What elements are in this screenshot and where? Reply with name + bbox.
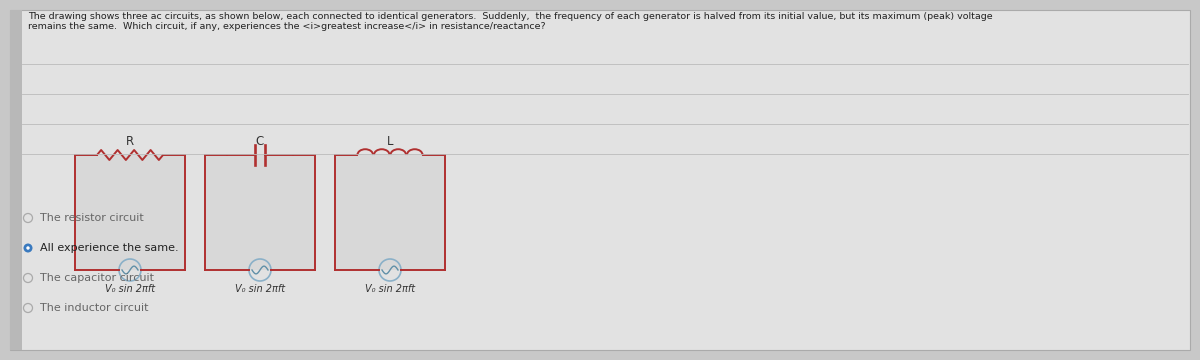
FancyBboxPatch shape bbox=[10, 10, 1190, 350]
Text: The capacitor circuit: The capacitor circuit bbox=[40, 273, 154, 283]
Text: remains the same.  Which circuit, if any, experiences the <i>greatest increase</: remains the same. Which circuit, if any,… bbox=[28, 22, 546, 31]
Text: The drawing shows three ac circuits, as shown below, each connected to identical: The drawing shows three ac circuits, as … bbox=[28, 12, 992, 21]
Text: R: R bbox=[126, 135, 134, 148]
Text: C: C bbox=[256, 135, 264, 148]
FancyBboxPatch shape bbox=[335, 155, 445, 270]
Text: All experience the same.: All experience the same. bbox=[40, 243, 179, 253]
Text: V₀ sin 2πft: V₀ sin 2πft bbox=[235, 284, 286, 294]
FancyBboxPatch shape bbox=[74, 155, 185, 270]
Text: L: L bbox=[386, 135, 394, 148]
Text: The inductor circuit: The inductor circuit bbox=[40, 303, 149, 313]
Text: V₀ sin 2πft: V₀ sin 2πft bbox=[104, 284, 155, 294]
Text: The resistor circuit: The resistor circuit bbox=[40, 213, 144, 223]
FancyBboxPatch shape bbox=[10, 10, 22, 350]
FancyBboxPatch shape bbox=[205, 155, 314, 270]
Text: V₀ sin 2πft: V₀ sin 2πft bbox=[365, 284, 415, 294]
Circle shape bbox=[24, 243, 32, 252]
Circle shape bbox=[26, 246, 30, 250]
